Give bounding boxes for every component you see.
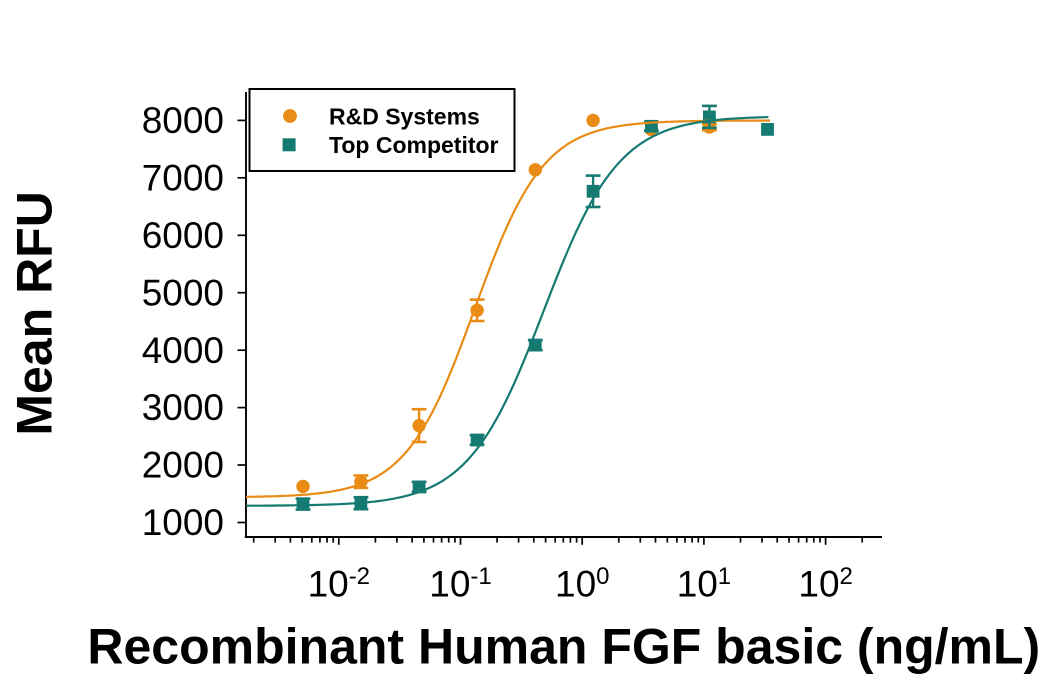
svg-text:Top Competitor: Top Competitor — [329, 132, 499, 158]
svg-text:10: 10 — [798, 563, 839, 604]
svg-text:8000: 8000 — [142, 100, 224, 141]
svg-text:10: 10 — [677, 563, 718, 604]
svg-text:3000: 3000 — [142, 387, 224, 428]
svg-text:-1: -1 — [470, 563, 491, 590]
svg-text:6000: 6000 — [142, 215, 224, 256]
svg-text:10: 10 — [555, 563, 596, 604]
svg-text:7000: 7000 — [142, 157, 224, 198]
svg-text:1000: 1000 — [142, 502, 224, 543]
svg-text:Recombinant Human FGF basic (n: Recombinant Human FGF basic (ng/mL) — [87, 619, 1040, 675]
svg-text:-2: -2 — [349, 563, 370, 590]
svg-text:Mean RFU: Mean RFU — [7, 191, 63, 435]
svg-text:R&D Systems: R&D Systems — [329, 103, 480, 129]
svg-text:2: 2 — [840, 563, 853, 590]
svg-text:0: 0 — [596, 563, 609, 590]
svg-text:2000: 2000 — [142, 445, 224, 486]
svg-text:5000: 5000 — [142, 272, 224, 313]
svg-text:1: 1 — [718, 563, 731, 590]
svg-text:10: 10 — [308, 563, 349, 604]
svg-text:10: 10 — [429, 563, 470, 604]
svg-text:4000: 4000 — [142, 330, 224, 371]
